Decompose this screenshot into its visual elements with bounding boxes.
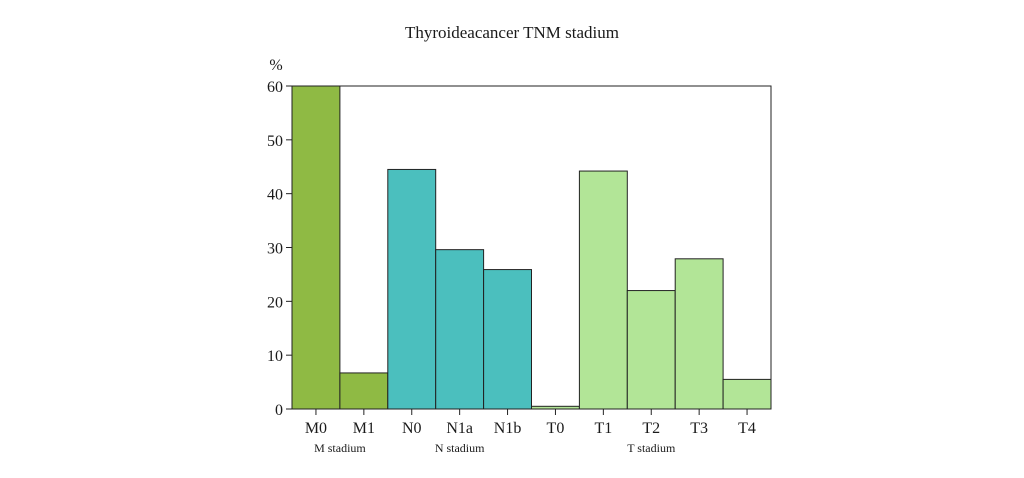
bar-m1: [339, 372, 389, 410]
y-tick-label: 10: [267, 348, 283, 365]
x-tick-label-m1: M1: [353, 420, 375, 437]
y-axis: 0 10 20 30 40 50 60: [267, 79, 292, 419]
y-tick-label: 50: [267, 133, 283, 150]
bar-t1: [578, 170, 628, 410]
group-label: N stadium: [435, 441, 485, 455]
bar-m0: [291, 85, 341, 410]
bar-n0: [387, 168, 437, 410]
bar-t3: [674, 258, 724, 410]
x-tick-label-m0: M0: [305, 420, 327, 437]
y-tick-label: 0: [275, 402, 283, 419]
bar-t2: [626, 290, 676, 410]
group-label: M stadium: [314, 441, 366, 455]
y-tick-label: 60: [267, 79, 283, 96]
x-tick-label-t0: T0: [547, 420, 565, 437]
group-label: T stadium: [627, 441, 676, 455]
x-tick-label-n1b: N1b: [494, 420, 522, 437]
x-tick-label-n0: N0: [402, 420, 422, 437]
y-axis-label: %: [269, 57, 282, 74]
y-tick-label: 30: [267, 241, 283, 258]
y-tick-label: 40: [267, 187, 283, 204]
y-tick-label: 20: [267, 294, 283, 311]
bar-n1a: [435, 249, 485, 410]
x-tick-label-t2: T2: [642, 420, 660, 437]
bars: [291, 85, 772, 410]
x-axis: M0 M1 N0 N1a N1b T0 T1 T2 T3 T4: [305, 409, 756, 437]
x-tick-label-t4: T4: [738, 420, 756, 437]
bar-t4: [722, 378, 772, 410]
x-tick-label-t3: T3: [690, 420, 708, 437]
bar-n1b: [483, 269, 533, 410]
group-labels: M stadium N stadium T stadium: [314, 441, 676, 455]
x-tick-label-n1a: N1a: [446, 420, 473, 437]
chart-title: Thyroideacancer TNM stadium: [405, 23, 619, 42]
plot-frame: [291, 85, 772, 410]
x-tick-label-t1: T1: [594, 420, 612, 437]
